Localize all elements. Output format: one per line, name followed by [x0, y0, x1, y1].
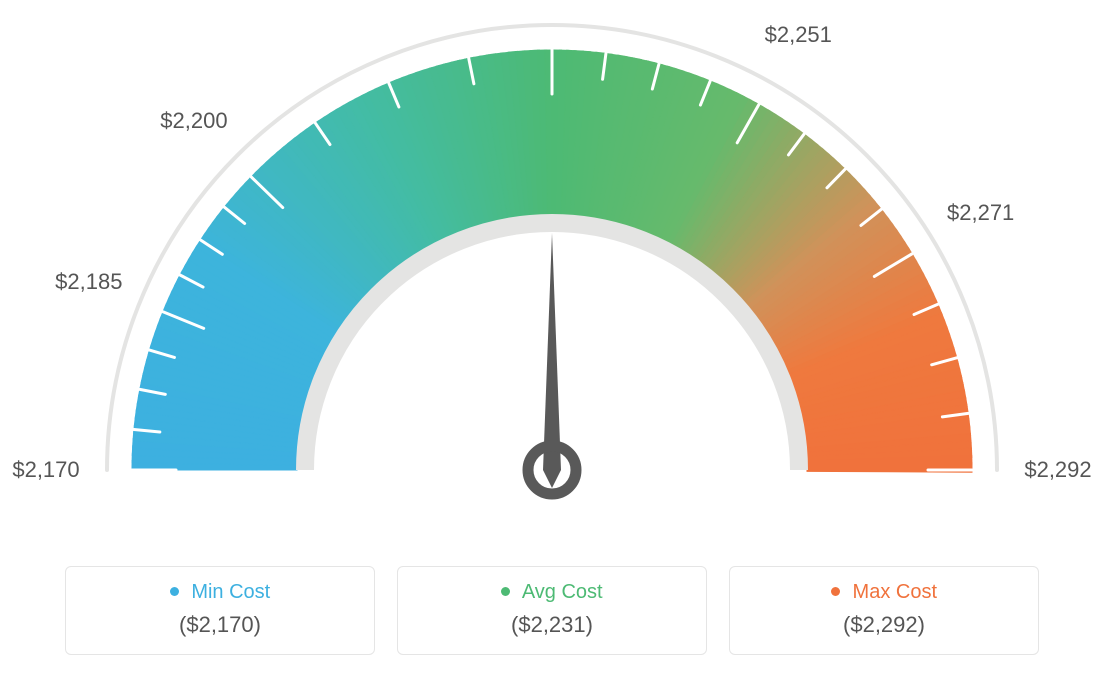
gauge-container: $2,170$2,185$2,200$2,231$2,251$2,271$2,2… [0, 0, 1104, 540]
legend-row: Min Cost ($2,170) Avg Cost ($2,231) Max … [62, 566, 1042, 655]
legend-card-min: Min Cost ($2,170) [65, 566, 375, 655]
legend-title-min: Min Cost [86, 581, 354, 604]
dot-icon [501, 587, 510, 596]
gauge-svg [0, 0, 1104, 550]
legend-title-avg-text: Avg Cost [522, 581, 603, 603]
legend-value-max: ($2,292) [750, 612, 1018, 638]
legend-title-min-text: Min Cost [191, 581, 270, 603]
gauge-tick-label: $2,200 [160, 108, 227, 134]
legend-value-avg: ($2,231) [418, 612, 686, 638]
legend-title-avg: Avg Cost [418, 581, 686, 604]
legend-value-min: ($2,170) [86, 612, 354, 638]
gauge-tick-label: $2,292 [1024, 457, 1091, 483]
legend-card-max: Max Cost ($2,292) [729, 566, 1039, 655]
gauge-tick-label: $2,185 [55, 269, 122, 295]
legend-title-max-text: Max Cost [853, 581, 937, 603]
legend-title-max: Max Cost [750, 581, 1018, 604]
gauge-tick-label: $2,251 [765, 22, 832, 48]
gauge-tick-label: $2,170 [12, 457, 79, 483]
legend-card-avg: Avg Cost ($2,231) [397, 566, 707, 655]
dot-icon [831, 587, 840, 596]
gauge-tick-label: $2,271 [947, 200, 1014, 226]
dot-icon [170, 587, 179, 596]
